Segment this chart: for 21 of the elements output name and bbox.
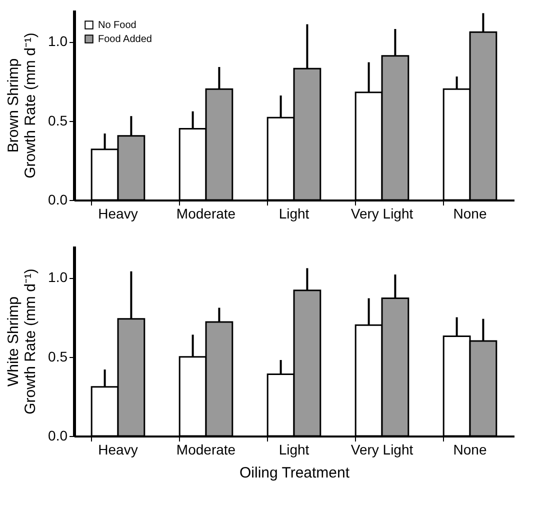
x-tick-label: Heavy [98, 206, 138, 222]
y-axis-title: White Shrimp Growth Rate (mm d⁻¹) [5, 268, 40, 414]
x-tick-label: None [453, 442, 487, 458]
legend-label: Food Added [98, 34, 152, 45]
x-tick-label: Very Light [350, 206, 414, 222]
x-tick-label: Moderate [176, 442, 236, 458]
legend-label: No Food [98, 20, 136, 31]
y-tick-label: 0.5 [48, 112, 68, 128]
y-axis-title: Brown Shrimp Growth Rate (mm d⁻¹) [5, 32, 40, 178]
y-tick-label: 1.0 [48, 33, 68, 50]
y-tick-label: 1.0 [48, 269, 68, 286]
x-axis-title: Oiling Treatment [239, 464, 350, 482]
y-tick-label: 0.0 [48, 428, 68, 444]
y-tick-label: 0.0 [48, 192, 68, 208]
x-tick-label: Light [278, 206, 310, 222]
x-tick-label: Light [278, 442, 310, 458]
x-tick-label: Heavy [98, 442, 138, 458]
x-tick-label: Very Light [350, 442, 414, 458]
x-tick-label: Moderate [176, 206, 236, 222]
y-tick-label: 0.5 [48, 348, 68, 364]
x-tick-label: None [453, 206, 487, 222]
